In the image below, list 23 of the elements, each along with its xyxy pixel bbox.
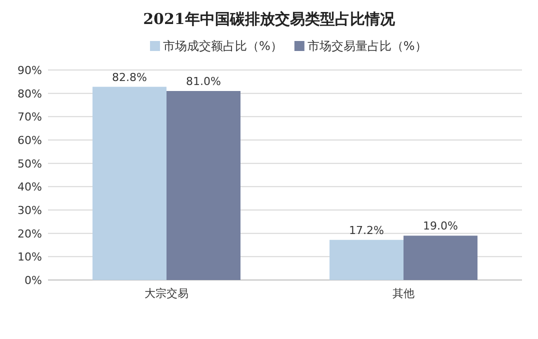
data-label: 82.8% [112,70,147,84]
legend-label: 市场成交额占比（%） [163,39,282,53]
y-tick-label: 20% [18,227,42,240]
y-tick-label: 40% [18,180,42,194]
y-tick-label: 50% [18,157,42,170]
x-tick-label: 大宗交易 [144,287,188,300]
y-tick-label: 10% [18,250,42,264]
data-label: 17.2% [349,224,384,237]
bar [330,240,404,280]
y-tick-label: 90% [18,64,42,77]
bar [404,236,478,280]
legend-label: 市场交易量占比（%） [307,39,427,53]
x-tick-label: 其他 [392,287,414,300]
data-label: 19.0% [423,220,458,233]
y-tick-label: 70% [18,110,42,124]
y-tick-label: 80% [18,87,42,100]
bar [92,86,166,280]
chart-title: 2021年中国碳排放交易类型占比情况 [143,10,396,28]
y-tick-label: 30% [18,204,42,217]
data-label: 81.0% [186,75,221,88]
y-tick-label: 0% [24,274,42,287]
bar [166,91,240,280]
y-tick-label: 60% [18,134,42,147]
